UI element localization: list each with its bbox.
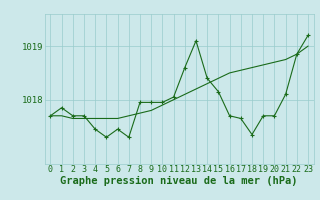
X-axis label: Graphe pression niveau de la mer (hPa): Graphe pression niveau de la mer (hPa)	[60, 176, 298, 186]
